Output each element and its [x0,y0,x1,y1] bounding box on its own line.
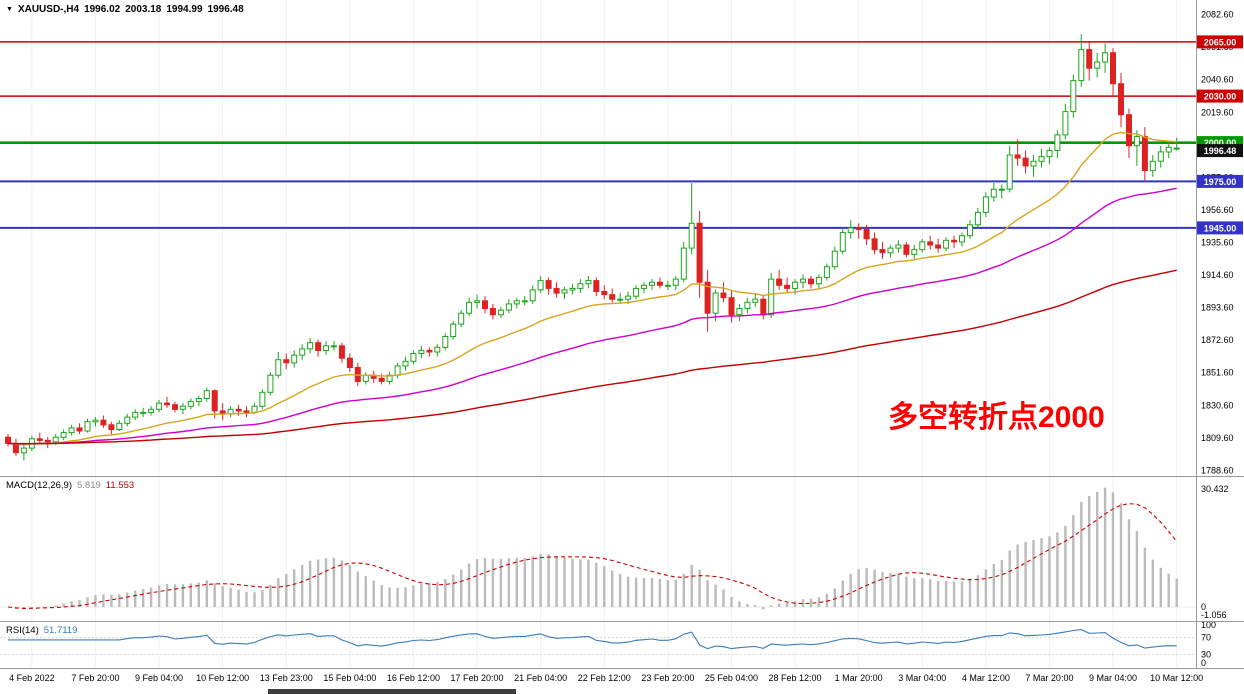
time-axis[interactable]: 4 Feb 2022 7 Feb 20:00 9 Feb 04:00 10 Feb 1… [0,668,1244,694]
time-axis-label: 4 Feb 2022 [9,673,55,683]
svg-text:1935.60: 1935.60 [1201,238,1234,248]
svg-text:2040.60: 2040.60 [1201,75,1234,85]
macd-label-row: MACD(12,26,9) 5.819 11.553 [6,480,134,491]
svg-text:1851.60: 1851.60 [1201,368,1234,378]
time-axis-label: 3 Mar 04:00 [898,673,947,683]
time-axis-label: 21 Feb 04:00 [514,673,568,683]
time-axis-label: 28 Feb 12:00 [768,673,822,683]
svg-text:-1.056: -1.056 [1201,610,1227,620]
svg-text:2082.60: 2082.60 [1201,10,1234,20]
horizontal-levels-layer [0,41,1196,229]
svg-text:0: 0 [1201,602,1206,612]
price-level-badge [1197,89,1243,103]
svg-text:1914.60: 1914.60 [1201,270,1234,280]
svg-text:1872.60: 1872.60 [1201,335,1234,345]
time-axis-label: 7 Mar 20:00 [1025,673,1074,683]
rsi-value: 51.7119 [43,625,78,636]
svg-text:2065.00: 2065.00 [1204,37,1237,47]
time-axis-label: 15 Feb 04:00 [323,673,377,683]
time-axis-label: 16 Feb 12:00 [386,673,440,683]
time-axis-label: 4 Mar 12:00 [961,673,1010,683]
open-value: 1996.02 [84,4,121,15]
symbol-collapse-icon[interactable]: ▼ [6,5,13,13]
text-annotation: 多空转折点2000 [888,401,1105,434]
svg-text:1830.60: 1830.60 [1201,400,1234,410]
horizontal-scrollbar-thumb[interactable] [268,689,516,694]
macd-signal-value: 11.553 [105,480,135,491]
svg-text:1893.60: 1893.60 [1201,303,1234,313]
time-axis-label: 9 Mar 04:00 [1089,673,1138,683]
price-chart-panel[interactable]: 2082.602061.602040.602019.601998.601977.… [0,0,1244,476]
rsi-indicator-panel[interactable]: 100 70 30 0 RSI(14) 51.7119 [0,621,1244,668]
svg-text:1975.00: 1975.00 [1204,177,1237,187]
close-value: 1996.48 [207,4,244,15]
time-axis-label: 9 Feb 04:00 [135,673,184,683]
rsi-label-row: RSI(14) 51.7119 [6,625,77,636]
ma-fast-line [7,131,1177,446]
svg-text:70: 70 [1201,633,1211,643]
time-axis-label: 10 Feb 12:00 [196,673,250,683]
current-price-badge [1197,144,1243,158]
macd-indicator-panel[interactable]: 30.432 0 -1.056 MACD(12,26,9) 5.819 11.553 [0,476,1244,621]
rsi-line [8,629,1177,650]
time-axis-label: 23 Feb 20:00 [641,673,695,683]
svg-text:30: 30 [1201,649,1211,659]
time-axis-label: 17 Feb 20:00 [450,673,504,683]
macd-histogram [14,487,1178,610]
svg-text:1956.60: 1956.60 [1201,205,1234,215]
low-value: 1994.99 [166,4,203,15]
rsi-name-label: RSI(14) [6,625,39,636]
ma-slow-line [7,269,1177,445]
svg-text:1996.48: 1996.48 [1204,146,1237,156]
macd-signal-line [7,503,1178,609]
svg-text:30.432: 30.432 [1201,484,1229,494]
svg-text:2019.60: 2019.60 [1201,107,1234,117]
time-axis-label: 7 Feb 20:00 [71,673,120,683]
price-level-badge [1197,174,1243,188]
chart-ohlc-header: ▼ XAUUSD-,H4 1996.02 2003.18 1994.99 199… [6,4,244,15]
svg-text:1788.60: 1788.60 [1201,465,1234,475]
macd-main-value: 5.819 [77,480,101,491]
time-axis-label: 25 Feb 04:00 [704,673,758,683]
svg-text:2030.00: 2030.00 [1204,92,1237,102]
symbol-period-label: XAUUSD-,H4 [17,4,80,15]
svg-text:1945.00: 1945.00 [1204,223,1237,233]
macd-name-label: MACD(12,26,9) [6,480,72,491]
macd-canvas[interactable]: 30.432 0-1.056 [0,477,1244,621]
svg-text:2000.00: 2000.00 [1204,138,1237,148]
rsi-canvas[interactable]: 100 70 300 [0,622,1244,668]
svg-text:0: 0 [1201,658,1206,668]
high-value: 2003.18 [125,4,162,15]
price-chart-canvas[interactable]: 2082.602061.602040.602019.601998.601977.… [0,0,1244,476]
time-axis-label: 10 Mar 12:00 [1150,673,1204,683]
svg-text:100: 100 [1201,622,1216,630]
time-axis-label: 13 Feb 23:00 [259,673,313,683]
price-level-badge [1197,221,1243,235]
ma-mid-line [7,187,1177,445]
svg-text:1809.60: 1809.60 [1201,433,1234,443]
time-axis-label: 1 Mar 20:00 [834,673,883,683]
price-level-badge [1197,35,1243,49]
time-axis-label: 22 Feb 12:00 [577,673,631,683]
